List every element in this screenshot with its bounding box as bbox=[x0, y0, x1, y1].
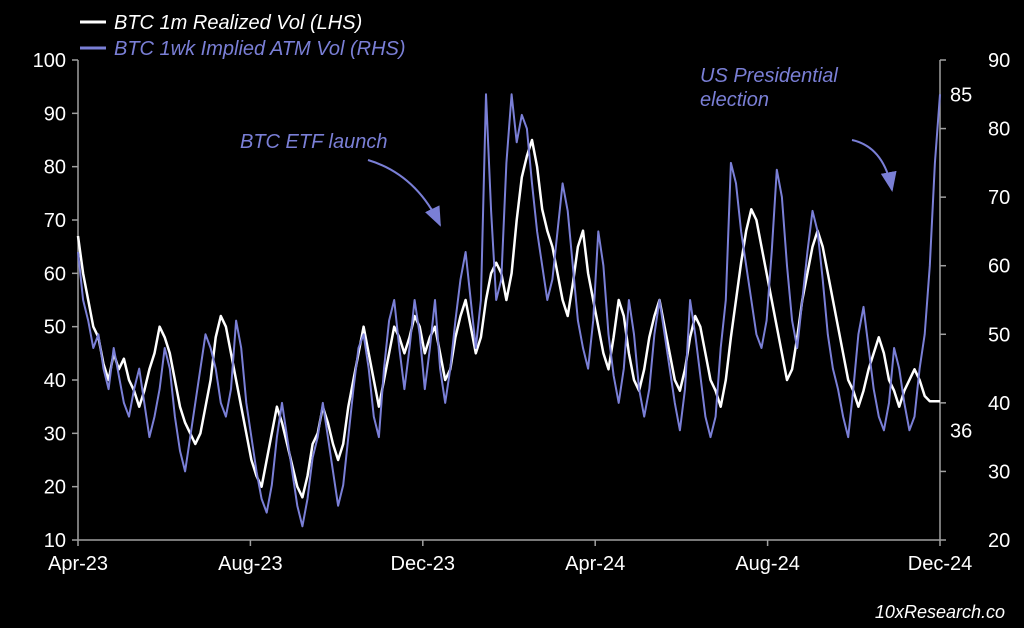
x-tick-label: Apr-23 bbox=[48, 553, 108, 575]
x-tick-label: Dec-23 bbox=[391, 553, 455, 575]
x-tick-label: Aug-24 bbox=[735, 553, 800, 575]
right-tick-label: 90 bbox=[988, 50, 1010, 72]
right-tick-label: 20 bbox=[988, 530, 1010, 552]
left-tick-label: 50 bbox=[44, 317, 66, 339]
source-label: 10xResearch.co bbox=[875, 602, 1005, 622]
annotation-label: election bbox=[700, 89, 769, 111]
x-tick-label: Dec-24 bbox=[908, 553, 972, 575]
left-tick-label: 100 bbox=[33, 50, 66, 72]
left-tick-label: 20 bbox=[44, 477, 66, 499]
left-tick-label: 80 bbox=[44, 157, 66, 179]
x-tick-label: Apr-24 bbox=[565, 553, 625, 575]
right-tick-label: 60 bbox=[988, 256, 1010, 278]
legend-label: BTC 1m Realized Vol (LHS) bbox=[114, 12, 362, 34]
chart-svg: 10 20 30 40 50 60 70 80 90 100 20 30 40 50 60 70 80 90 Apr… bbox=[0, 0, 1024, 628]
right-tick-label: 40 bbox=[988, 393, 1010, 415]
annotation-label: BTC ETF launch bbox=[240, 131, 387, 153]
left-tick-label: 30 bbox=[44, 423, 66, 445]
left-tick-label: 40 bbox=[44, 370, 66, 392]
right-tick-label: 70 bbox=[988, 187, 1010, 209]
end-value-label: 85 bbox=[950, 84, 972, 106]
legend-label: BTC 1wk Implied ATM Vol (RHS) bbox=[114, 38, 406, 60]
x-tick-label: Aug-23 bbox=[218, 553, 283, 575]
left-tick-label: 70 bbox=[44, 210, 66, 232]
annotation-label: US Presidential bbox=[700, 65, 838, 87]
mid-value-label: 36 bbox=[950, 420, 972, 442]
right-tick-label: 80 bbox=[988, 119, 1010, 141]
left-tick-label: 90 bbox=[44, 103, 66, 125]
left-tick-label: 10 bbox=[44, 530, 66, 552]
left-tick-label: 60 bbox=[44, 263, 66, 285]
right-tick-label: 30 bbox=[988, 461, 1010, 483]
right-tick-label: 50 bbox=[988, 324, 1010, 346]
volatility-chart: 10 20 30 40 50 60 70 80 90 100 20 30 40 50 60 70 80 90 Apr… bbox=[0, 0, 1024, 628]
